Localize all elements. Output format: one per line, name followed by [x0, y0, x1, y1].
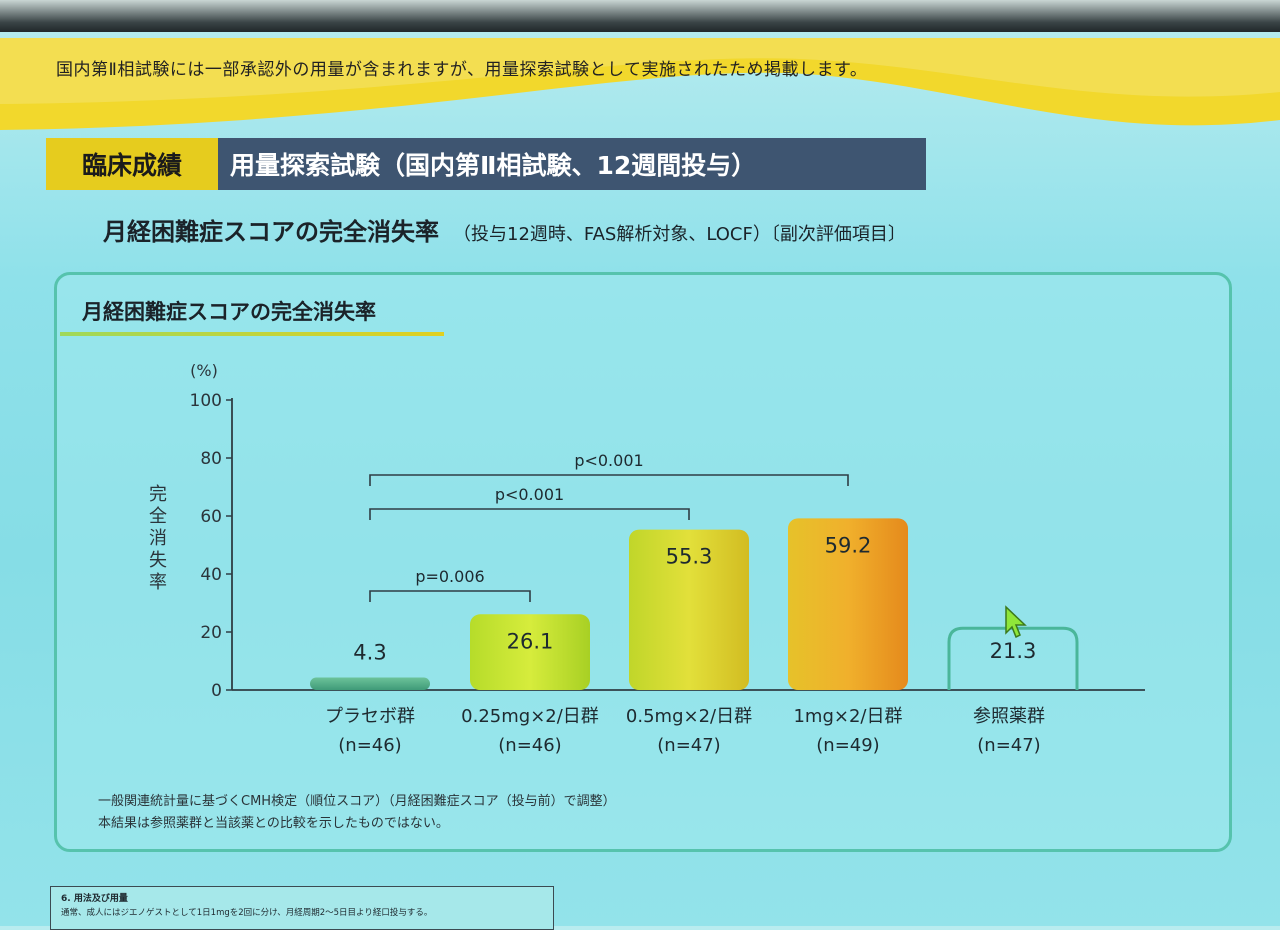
comparison-bracket — [369, 590, 531, 602]
dosage-title: 6. 用法及び用量 — [61, 894, 128, 904]
dosage-text: 通常、成人にはジエノゲストとして1日1mgを2回に分け、月経周期2～5日目より経… — [61, 908, 433, 918]
y-axis-label-char: 完 — [149, 484, 167, 505]
bar-value-label: 59.2 — [825, 533, 872, 557]
study-label: 用量探索試験（国内第Ⅱ相試験、12週間投与） — [218, 138, 926, 190]
x-category-n-label: (n=49) — [816, 735, 879, 756]
x-category-label: プラセボ群 — [325, 706, 415, 727]
bar-3 — [788, 518, 908, 690]
footnote-1: 一般関連統計量に基づくCMH検定（順位スコア）（月経困難症スコア（投与前）で調整… — [98, 794, 616, 809]
dosage-box: 6. 用法及び用量 通常、成人にはジエノゲストとして1日1mgを2回に分け、月経… — [50, 886, 554, 930]
significance-brackets: p=0.006 p<0.001 p<0.001 — [369, 451, 849, 602]
x-category-n-label: (n=46) — [338, 735, 401, 756]
y-axis-label-char: 率 — [149, 572, 167, 593]
y-axis-label-char: 全 — [149, 506, 167, 527]
y-tick-label: 60 — [200, 507, 222, 527]
y-tick-label: 80 — [200, 449, 222, 469]
p-value-label: p=0.006 — [415, 567, 484, 586]
section-label: 臨床成績 — [46, 138, 218, 190]
y-unit-label: (%) — [190, 361, 218, 380]
x-category-label: 1mg×2/日群 — [793, 706, 902, 727]
page-title-sub: （投与12週時、FAS解析対象、LOCF）〔副次評価項目〕 — [453, 224, 906, 245]
bar-value-label: 26.1 — [507, 629, 554, 653]
x-category-label: 0.5mg×2/日群 — [626, 706, 752, 727]
x-category-label: 0.25mg×2/日群 — [461, 706, 599, 727]
bar-1 — [470, 614, 590, 690]
y-axis-label: 完全消失率 — [149, 484, 167, 593]
bars: 4.3 26.1 55.3 59.2 21.3 — [310, 518, 1079, 690]
section-header: 臨床成績 用量探索試験（国内第Ⅱ相試験、12週間投与） — [46, 138, 926, 190]
y-tick-label: 20 — [200, 623, 222, 643]
bar-2 — [629, 529, 749, 690]
comparison-bracket — [369, 508, 690, 520]
x-category-n-label: (n=47) — [977, 735, 1040, 756]
x-category-n-label: (n=47) — [657, 735, 720, 756]
p-value-label: p<0.001 — [574, 451, 643, 470]
notice-text: 国内第Ⅱ相試験には一部承認外の用量が含まれますが、用量探索試験として実施されたた… — [56, 60, 868, 80]
x-category-n-label: (n=46) — [498, 735, 561, 756]
y-axis-label-char: 失 — [149, 550, 167, 571]
y-axis-label-char: 消 — [149, 528, 167, 549]
bar-0 — [310, 677, 430, 690]
panel-title: 月経困難症スコアの完全消失率 — [82, 300, 376, 324]
footnote-2: 本結果は参照薬群と当該薬との比較を示したものではない。 — [98, 816, 449, 831]
y-tick-label: 100 — [190, 391, 222, 411]
mouse-cursor-icon — [1005, 605, 1027, 639]
p-value-label: p<0.001 — [495, 485, 564, 504]
bar-value-label: 4.3 — [353, 641, 386, 665]
page-title: 月経困難症スコアの完全消失率 （投与12週時、FAS解析対象、LOCF）〔副次評価… — [103, 212, 906, 247]
projector-frame — [0, 0, 1280, 32]
panel-title-underline — [60, 332, 444, 336]
bar-value-label: 21.3 — [990, 639, 1037, 663]
x-category-label: 参照薬群 — [973, 706, 1045, 727]
page-title-main: 月経困難症スコアの完全消失率 — [103, 218, 439, 246]
x-axis-labels: プラセボ群 (n=46) 0.25mg×2/日群 (n=46) 0.5mg×2/日群 (n… — [325, 706, 1045, 756]
header-wave — [0, 38, 1280, 130]
y-tick-label: 0 — [211, 681, 222, 701]
y-tick-label: 40 — [200, 565, 222, 585]
comparison-bracket — [369, 474, 849, 486]
bar-value-label: 55.3 — [666, 545, 713, 569]
